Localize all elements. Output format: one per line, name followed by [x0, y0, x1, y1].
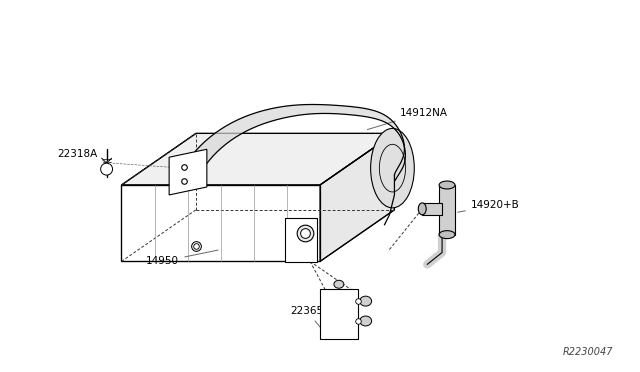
Ellipse shape	[334, 280, 344, 288]
Polygon shape	[169, 149, 207, 195]
Ellipse shape	[439, 181, 455, 189]
Polygon shape	[122, 134, 394, 185]
Polygon shape	[122, 185, 320, 262]
Text: 22318A: 22318A	[57, 149, 110, 163]
Bar	[422, 203, 442, 215]
Bar	[439, 185, 455, 235]
Ellipse shape	[360, 296, 372, 306]
Text: 14950: 14950	[147, 250, 218, 266]
Ellipse shape	[439, 231, 455, 238]
Circle shape	[100, 163, 113, 175]
Bar	[285, 218, 317, 262]
Polygon shape	[176, 105, 405, 182]
Polygon shape	[320, 134, 394, 262]
Ellipse shape	[371, 128, 414, 208]
Text: 22365: 22365	[290, 306, 328, 337]
Ellipse shape	[360, 316, 372, 326]
Ellipse shape	[419, 203, 426, 215]
Text: 14912NA: 14912NA	[367, 108, 447, 129]
Text: R2230047: R2230047	[563, 347, 612, 357]
Text: 14920+B: 14920+B	[458, 200, 520, 212]
Bar	[320, 289, 358, 339]
